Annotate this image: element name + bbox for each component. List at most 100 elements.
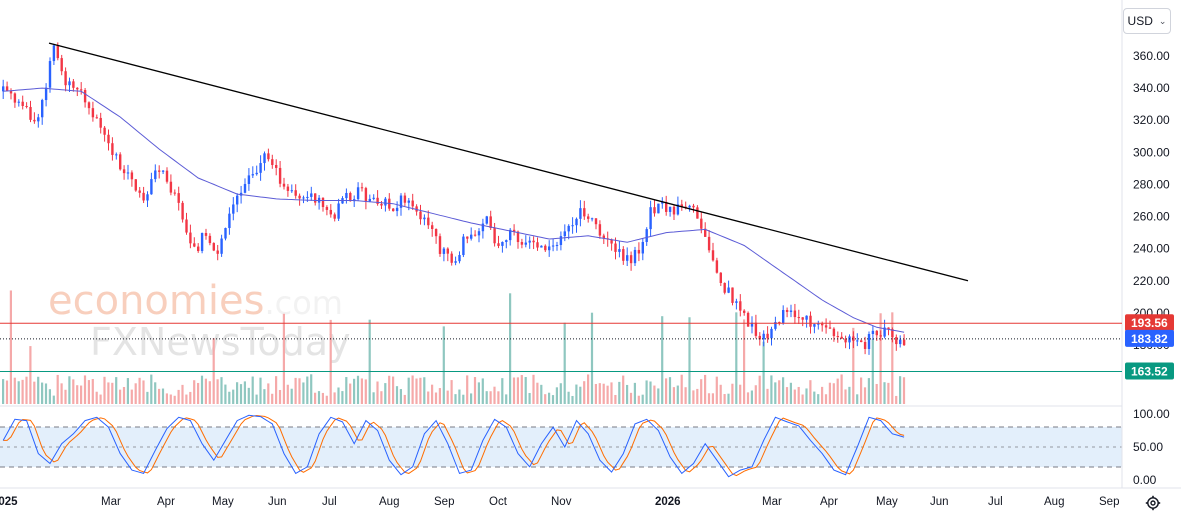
candle-body bbox=[700, 218, 703, 229]
volume-bar bbox=[879, 313, 882, 404]
volume-bar bbox=[676, 385, 679, 404]
volume-bar bbox=[516, 377, 519, 404]
volume-bar bbox=[606, 385, 609, 404]
candle-body bbox=[793, 310, 797, 318]
volume-bar bbox=[2, 379, 5, 404]
price-badge-support bbox=[1125, 362, 1174, 380]
volume-bar bbox=[13, 377, 16, 404]
volume-bar bbox=[665, 378, 668, 404]
volume-bar bbox=[263, 389, 266, 404]
time-tick-label: 2025 bbox=[0, 496, 18, 508]
candle-body bbox=[891, 329, 894, 338]
volume-bar bbox=[735, 312, 738, 404]
candle-body bbox=[633, 249, 637, 264]
volume-bar bbox=[37, 376, 40, 404]
price-badge-label: 163.52 bbox=[1131, 364, 1168, 378]
oscillator-tick-label: 0.00 bbox=[1133, 473, 1157, 487]
volume-bar bbox=[9, 290, 12, 404]
candle-body bbox=[692, 205, 695, 208]
volume-bar bbox=[193, 380, 196, 404]
candle-body bbox=[770, 328, 773, 339]
time-tick-label: Sep bbox=[434, 496, 454, 508]
candle-body bbox=[111, 143, 114, 155]
candle-body bbox=[255, 172, 258, 175]
candles bbox=[2, 42, 906, 355]
candle-body bbox=[813, 324, 816, 327]
candle-body bbox=[243, 183, 247, 193]
candle-body bbox=[442, 248, 446, 254]
volume-bar bbox=[142, 380, 145, 404]
gear-icon[interactable] bbox=[1143, 493, 1163, 513]
price-tick-label: 260.00 bbox=[1133, 210, 1170, 224]
candle-body bbox=[126, 172, 130, 174]
candle-body bbox=[181, 202, 184, 220]
candle-body bbox=[48, 61, 52, 88]
volume-bar bbox=[817, 394, 820, 404]
candle-body bbox=[368, 198, 371, 202]
volume-bar bbox=[64, 389, 67, 404]
price-badge-last-price bbox=[1125, 329, 1174, 347]
candle-body bbox=[60, 58, 63, 72]
candle-body bbox=[423, 217, 426, 220]
candle-body bbox=[72, 81, 75, 88]
candle-body bbox=[193, 243, 196, 247]
volume-bar bbox=[563, 322, 566, 404]
time-tick-label: Oct bbox=[489, 496, 508, 508]
volume-bar bbox=[821, 386, 824, 404]
volume-bar bbox=[161, 388, 165, 404]
volume-bar bbox=[548, 392, 551, 404]
candle-body bbox=[598, 224, 602, 236]
volume-bar bbox=[551, 395, 555, 404]
volume-bar bbox=[707, 393, 711, 404]
volume-bar bbox=[111, 382, 114, 404]
volume-bar bbox=[220, 377, 223, 404]
volume-bar bbox=[719, 384, 722, 404]
candle-body bbox=[99, 117, 102, 128]
watermark-brand-secondary: FXNewsToday bbox=[90, 320, 350, 364]
volume-bar bbox=[403, 394, 406, 404]
candle-body bbox=[887, 327, 890, 330]
candle-body bbox=[602, 235, 605, 239]
candle-body bbox=[403, 195, 407, 203]
volume-bar bbox=[411, 375, 414, 404]
volume-bar bbox=[575, 384, 578, 404]
candle-body bbox=[251, 174, 254, 176]
candle-body bbox=[376, 197, 379, 204]
volume-bar bbox=[442, 326, 445, 404]
candle-body bbox=[236, 195, 239, 205]
candle-body bbox=[723, 283, 726, 293]
candle-body bbox=[212, 243, 215, 251]
volume-bar bbox=[434, 392, 438, 404]
candle-body bbox=[571, 225, 574, 227]
volume-bar bbox=[431, 384, 434, 404]
volume-bar bbox=[524, 377, 527, 404]
volume-bar bbox=[341, 391, 344, 404]
volume-bar bbox=[454, 394, 457, 404]
candle-body bbox=[711, 250, 715, 261]
price-badge-resistance bbox=[1125, 314, 1174, 332]
candle-body bbox=[259, 163, 262, 173]
volume-bar bbox=[555, 387, 558, 404]
candle-body bbox=[76, 87, 79, 90]
candle-body bbox=[883, 327, 886, 337]
volume-bar bbox=[360, 378, 363, 404]
volume-bar bbox=[399, 389, 402, 404]
volume-bar bbox=[181, 384, 184, 404]
candle-body bbox=[103, 127, 106, 135]
candle-body bbox=[345, 192, 348, 199]
trendline[interactable] bbox=[48, 42, 969, 282]
candle-body bbox=[801, 317, 804, 320]
volume-bar bbox=[672, 387, 675, 404]
volume-bar bbox=[130, 389, 133, 404]
currency-select[interactable]: USD ⌄ bbox=[1123, 8, 1171, 34]
candle-body bbox=[68, 81, 71, 86]
volume-bar bbox=[481, 378, 484, 404]
volume-bar bbox=[44, 383, 48, 404]
candle-body bbox=[762, 333, 765, 340]
candle-body bbox=[360, 187, 364, 189]
moving-average-line bbox=[3, 87, 905, 333]
candle-body bbox=[657, 203, 660, 214]
volume-bar bbox=[520, 375, 523, 404]
volume-bar bbox=[770, 375, 773, 404]
